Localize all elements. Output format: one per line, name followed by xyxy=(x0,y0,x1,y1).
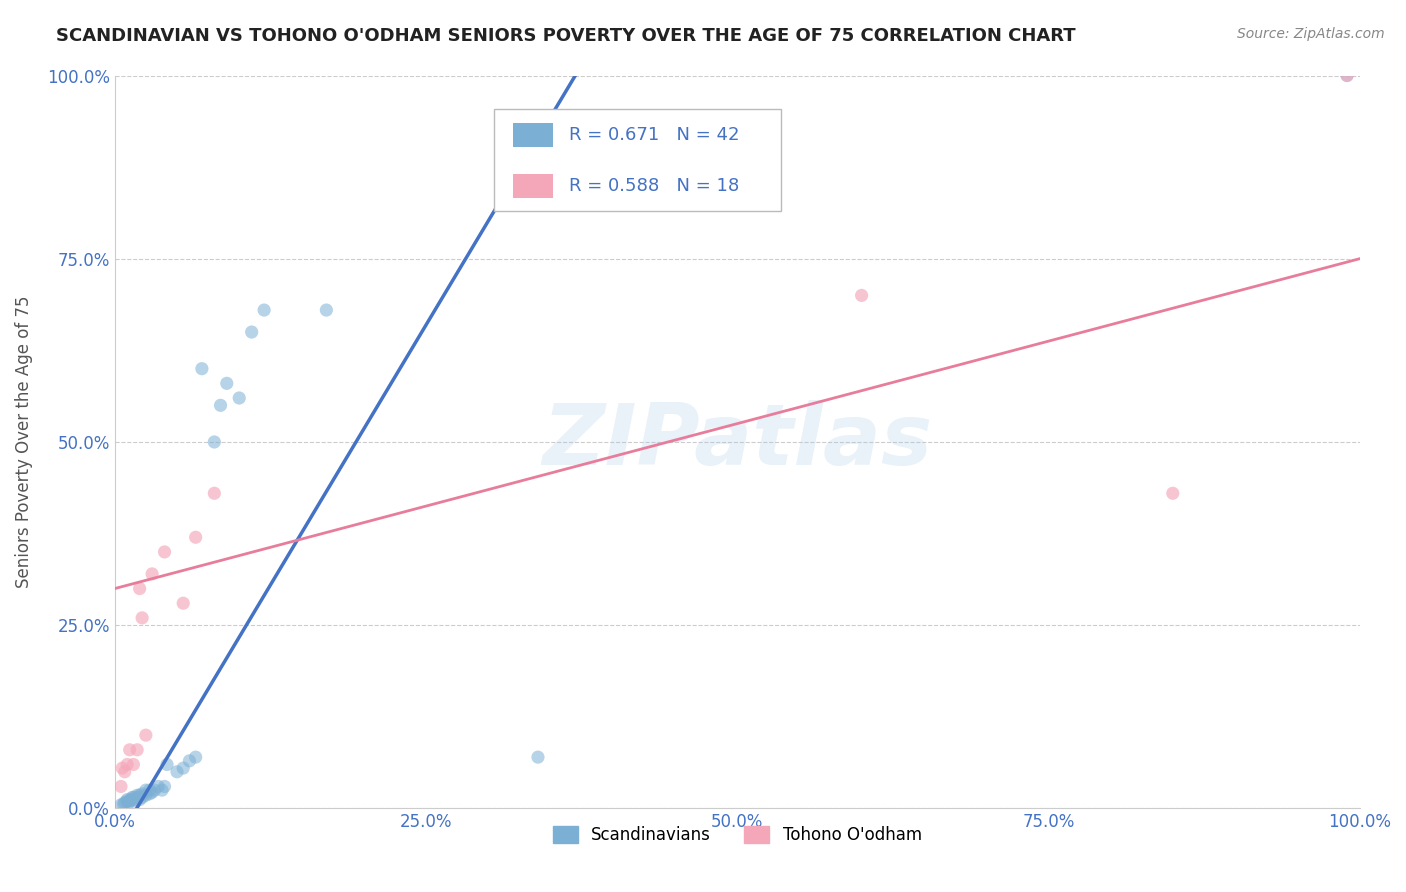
Point xyxy=(172,761,194,775)
Point xyxy=(118,794,141,808)
Point xyxy=(110,780,132,794)
Point xyxy=(131,790,153,805)
Point xyxy=(122,757,145,772)
Point xyxy=(148,780,170,794)
Point xyxy=(128,582,150,596)
Point xyxy=(1161,486,1184,500)
Point xyxy=(135,789,157,803)
Text: Source: ZipAtlas.com: Source: ZipAtlas.com xyxy=(1237,27,1385,41)
Point xyxy=(153,780,176,794)
Point xyxy=(141,785,163,799)
Point xyxy=(1336,69,1358,83)
Point xyxy=(127,743,149,757)
Point xyxy=(315,303,337,318)
Point xyxy=(122,790,145,805)
Point xyxy=(111,761,134,775)
Point xyxy=(124,792,146,806)
Point xyxy=(184,530,207,544)
Point xyxy=(138,783,160,797)
Point xyxy=(184,750,207,764)
Point xyxy=(128,792,150,806)
Point xyxy=(150,783,173,797)
Legend: Scandinavians, Tohono O'odham: Scandinavians, Tohono O'odham xyxy=(553,826,921,844)
Point xyxy=(202,434,225,449)
Point xyxy=(179,754,201,768)
Point xyxy=(127,790,149,805)
Point xyxy=(120,792,142,806)
Point xyxy=(115,757,138,772)
Y-axis label: Seniors Poverty Over the Age of 75: Seniors Poverty Over the Age of 75 xyxy=(15,296,32,588)
Point xyxy=(191,361,214,376)
Point xyxy=(114,796,136,810)
Text: ZIPatlas: ZIPatlas xyxy=(541,401,932,483)
Text: SCANDINAVIAN VS TOHONO O'ODHAM SENIORS POVERTY OVER THE AGE OF 75 CORRELATION CH: SCANDINAVIAN VS TOHONO O'ODHAM SENIORS P… xyxy=(56,27,1076,45)
Point xyxy=(527,750,550,764)
Point xyxy=(143,783,166,797)
Point xyxy=(112,797,135,811)
Point xyxy=(1336,69,1358,83)
Point xyxy=(153,545,176,559)
Point xyxy=(127,789,149,803)
Text: R = 0.588   N = 18: R = 0.588 N = 18 xyxy=(569,178,740,195)
Point xyxy=(117,796,139,810)
Point xyxy=(215,376,238,391)
Point xyxy=(141,566,163,581)
Point xyxy=(110,797,132,812)
Point xyxy=(115,792,138,806)
Point xyxy=(172,596,194,610)
Point xyxy=(128,789,150,803)
Point xyxy=(166,764,188,779)
Point xyxy=(138,787,160,801)
FancyBboxPatch shape xyxy=(513,123,553,146)
FancyBboxPatch shape xyxy=(513,175,553,198)
Point xyxy=(118,743,141,757)
Point xyxy=(135,728,157,742)
Point xyxy=(131,787,153,801)
Point xyxy=(202,486,225,500)
Point xyxy=(851,288,873,302)
Point xyxy=(240,325,263,339)
Point xyxy=(114,764,136,779)
Text: R = 0.671   N = 42: R = 0.671 N = 42 xyxy=(569,126,740,144)
Point xyxy=(122,794,145,808)
Point xyxy=(135,783,157,797)
Point xyxy=(131,611,153,625)
Point xyxy=(209,398,232,412)
Point xyxy=(115,794,138,808)
Point xyxy=(156,757,179,772)
Point xyxy=(253,303,276,318)
Point xyxy=(121,790,143,805)
Point xyxy=(228,391,250,405)
FancyBboxPatch shape xyxy=(495,109,780,211)
